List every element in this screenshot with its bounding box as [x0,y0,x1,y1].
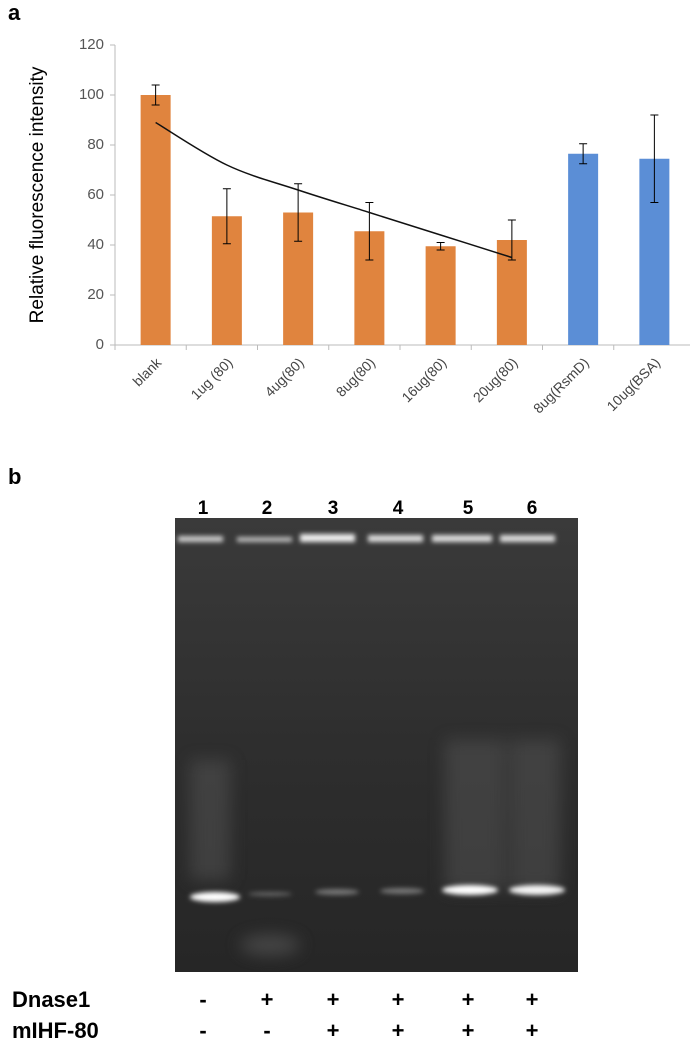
sign: + [327,987,340,1012]
sign: + [462,1018,475,1043]
bar [568,153,599,345]
y-tick-label: 0 [96,336,104,353]
x-tick-label: 1ug (80) [187,354,235,402]
y-tick-label: 60 [87,186,104,203]
lane-number: 5 [463,498,474,519]
lane-number: 6 [527,498,538,519]
y-tick-label: 100 [79,86,104,103]
sign: + [526,1018,539,1043]
x-tick-label: 8ug(80) [333,354,378,399]
gel-bands [190,885,565,902]
sign: - [199,1018,206,1043]
sign: + [462,987,475,1012]
sign: + [392,1018,405,1043]
sign: + [261,987,274,1012]
row-label: mIHF-80 [12,1018,99,1043]
gel-image [175,518,578,972]
y-tick-label: 40 [87,236,104,253]
gel-smears [190,740,560,955]
lane-number: 4 [393,498,404,519]
sign: - [199,987,206,1012]
sign: + [327,1018,340,1043]
y-tick-label: 80 [87,136,104,153]
y-tick-label: 120 [79,36,104,53]
x-tick-label: 10ug(BSA) [603,354,663,414]
row-label: Dnase1 [12,987,90,1012]
sign: - [263,1018,270,1043]
x-tick-label: blank [129,354,165,390]
lane-number: 1 [198,498,209,519]
y-tick-label: 20 [87,286,104,303]
bar [425,246,456,345]
gel-wells [178,534,555,542]
y-axis-label: Relative fluorescence intensity [27,66,48,323]
sign: + [392,987,405,1012]
x-tick-label: 4ug(80) [261,354,306,399]
x-tick-label: 8ug(RsmD) [530,354,592,416]
panel-label: b [8,464,21,489]
x-tick-label: 16ug(80) [398,354,449,405]
panel-label: a [8,0,21,25]
lane-number: 2 [262,498,273,519]
x-tick-label: 20ug(80) [470,354,521,405]
sign: + [526,987,539,1012]
lane-number: 3 [328,498,339,519]
trendline [155,121,513,259]
bar [140,95,171,345]
